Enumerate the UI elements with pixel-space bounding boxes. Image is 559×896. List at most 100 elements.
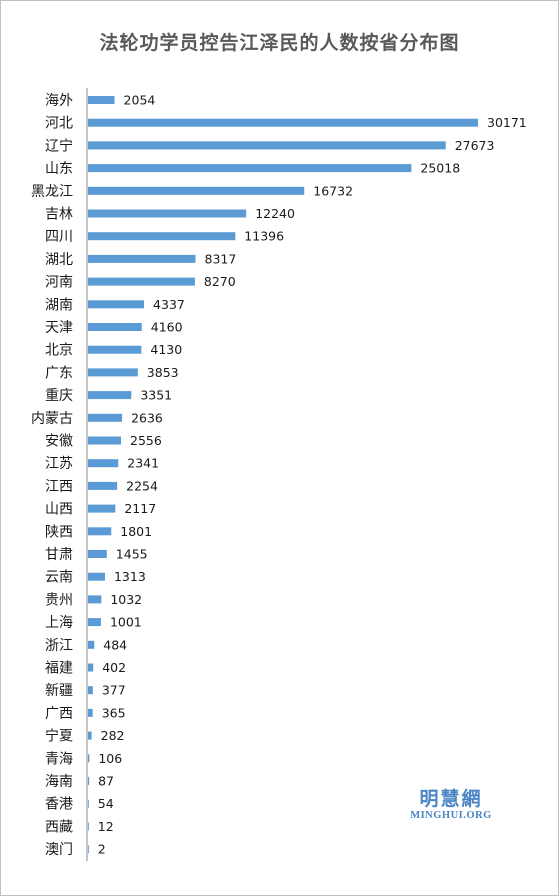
data-label: 12 [98, 819, 114, 834]
data-label: 282 [101, 728, 125, 743]
data-label: 30171 [487, 115, 527, 130]
data-label: 27673 [455, 138, 495, 153]
watermark-english: MINGHUI.ORG [410, 810, 492, 821]
category-label: 北京 [45, 343, 73, 359]
category-label: 江西 [45, 479, 73, 495]
category-label: 西藏 [45, 819, 73, 835]
data-label: 1455 [116, 547, 148, 562]
data-label: 484 [103, 637, 127, 652]
data-label: 402 [102, 660, 126, 675]
bar [88, 572, 105, 581]
bar [88, 845, 89, 854]
category-label: 青海 [45, 751, 73, 767]
category-label: 香港 [45, 797, 73, 813]
bar [88, 595, 102, 604]
bar [88, 277, 195, 286]
bar [88, 527, 112, 536]
category-label: 内蒙古 [31, 411, 73, 427]
data-label: 3351 [140, 388, 172, 403]
category-label: 广西 [45, 706, 73, 722]
data-label: 1001 [110, 615, 142, 630]
data-label: 3853 [147, 365, 179, 380]
data-label: 377 [102, 683, 126, 698]
category-label: 海外 [45, 93, 73, 109]
bar [88, 118, 478, 127]
watermark-chinese: 明慧網 [419, 788, 483, 810]
bar [88, 550, 107, 558]
category-label: 甘肃 [45, 547, 73, 563]
data-label: 106 [98, 751, 122, 766]
bar [88, 686, 93, 695]
bar [88, 413, 123, 422]
category-label: 新疆 [45, 683, 73, 699]
bar [88, 164, 412, 173]
bar [88, 459, 119, 468]
bar [88, 141, 446, 150]
category-label: 宁夏 [45, 728, 73, 745]
bar [88, 209, 247, 218]
bar [88, 754, 90, 763]
category-label: 广东 [45, 365, 73, 381]
data-label: 4337 [153, 297, 185, 312]
data-label: 1313 [114, 569, 146, 584]
category-label: 辽宁 [45, 137, 73, 154]
bar [88, 504, 116, 513]
bar [88, 618, 101, 627]
bar [88, 300, 145, 309]
bar [88, 345, 142, 354]
bar [88, 731, 92, 740]
bar [88, 640, 95, 649]
bar [88, 708, 93, 717]
category-label: 福建 [45, 661, 73, 677]
data-label: 2 [98, 842, 106, 857]
bar [88, 232, 236, 241]
category-label: 山东 [45, 161, 73, 177]
data-label: 2254 [126, 478, 158, 493]
data-label: 2054 [124, 93, 156, 108]
minghui-watermark: 明慧網 MINGHUI.ORG [396, 784, 506, 821]
bar [88, 368, 138, 377]
category-label: 湖北 [45, 252, 73, 268]
data-label: 87 [98, 774, 114, 789]
category-label: 天津 [45, 320, 73, 336]
category-label: 河南 [45, 275, 73, 291]
data-label: 1801 [120, 524, 152, 539]
category-label: 陕西 [45, 524, 73, 540]
category-label: 四川 [45, 229, 73, 245]
bar [88, 663, 94, 672]
data-label: 2636 [131, 410, 163, 425]
bar [88, 777, 90, 785]
category-label: 河北 [45, 116, 73, 132]
category-label: 山西 [45, 502, 73, 518]
data-label: 2341 [127, 456, 159, 471]
data-label: 25018 [420, 161, 460, 176]
data-label: 11396 [244, 229, 284, 244]
bar [88, 96, 115, 104]
data-label: 16732 [313, 183, 353, 198]
category-label: 上海 [45, 615, 73, 631]
category-label: 黑龙江 [31, 184, 73, 200]
chart-title: 法轮功学员控告江泽民的人数按省分布图 [99, 32, 460, 54]
category-label: 海南 [45, 774, 73, 790]
data-label: 4160 [151, 320, 183, 335]
category-label: 吉林 [45, 207, 73, 223]
category-label: 浙江 [45, 638, 73, 654]
category-label: 江苏 [45, 456, 73, 472]
data-label: 12240 [255, 206, 295, 221]
category-label: 云南 [45, 570, 73, 586]
data-label: 2556 [130, 433, 162, 448]
category-label: 湖南 [45, 297, 73, 313]
data-label: 54 [98, 796, 114, 811]
bar [88, 254, 196, 263]
data-label: 4130 [150, 342, 182, 357]
bar [88, 822, 89, 831]
bar [88, 323, 142, 331]
category-label: 澳门 [45, 842, 73, 858]
bar [88, 391, 132, 400]
data-label: 2117 [124, 501, 156, 516]
data-label: 8317 [205, 251, 237, 266]
data-label: 8270 [204, 274, 236, 289]
data-label: 365 [102, 705, 126, 720]
category-label: 重庆 [45, 388, 73, 404]
